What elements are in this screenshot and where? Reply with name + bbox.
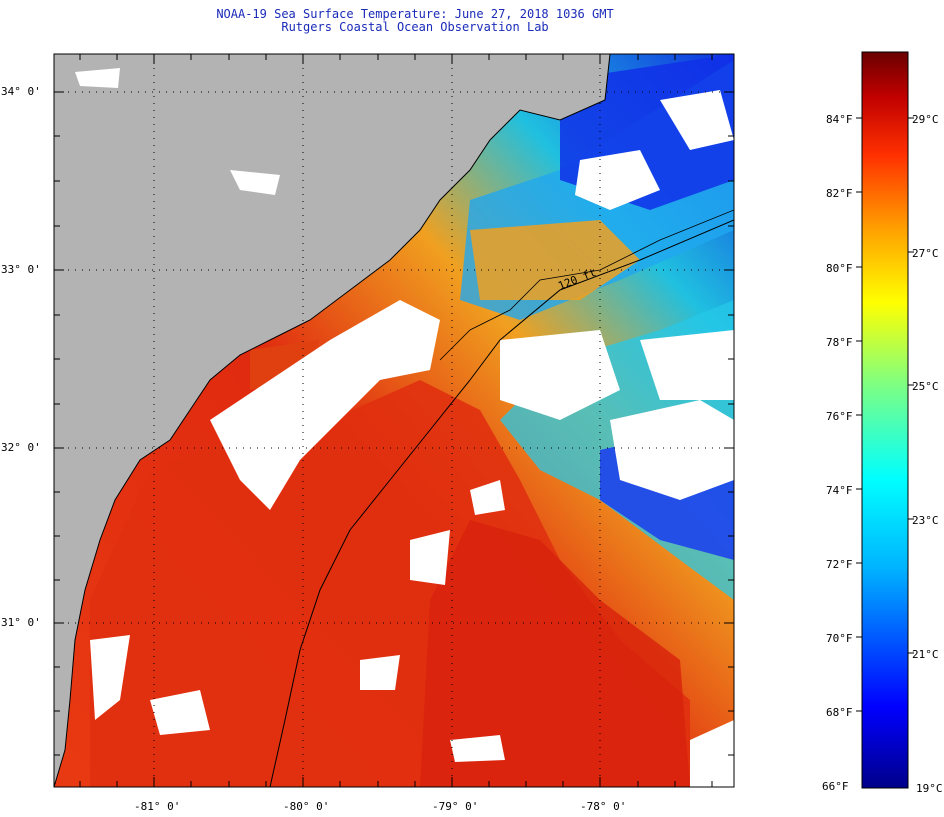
f-label-84: 84°F (826, 113, 853, 126)
f-label-78: 78°F (826, 336, 853, 349)
map-frame (53, 53, 735, 788)
c-label-19: 19°C (916, 782, 943, 795)
warm-core (420, 520, 690, 787)
f-label-70: 70°F (826, 632, 853, 645)
lon-label-79: -79° 0' (432, 800, 479, 813)
f-label-76: 76°F (826, 410, 853, 423)
lon-label-78: -78° 0' (580, 800, 627, 813)
colorbar-ticks (856, 117, 914, 712)
lon-label-80: -80° 0' (283, 800, 330, 813)
c-label-27: 27°C (912, 247, 939, 260)
cloud-mask (75, 68, 734, 787)
f-label-68: 68°F (826, 706, 853, 719)
lat-label-32: 32° 0' (1, 441, 41, 454)
c-label-23: 23°C (912, 514, 939, 527)
lat-label-34: 34° 0' (1, 85, 41, 98)
axis-ticks (54, 54, 734, 787)
f-label-82: 82°F (826, 187, 853, 200)
map-imagery (54, 54, 734, 787)
warm-nearshore-patch (250, 340, 320, 390)
lon-label-81: -81° 0' (134, 800, 181, 813)
f-label-66: 66°F (822, 780, 849, 793)
warm-patch-shelf (470, 220, 640, 300)
coastline (54, 54, 611, 787)
isobath-contour-inner (439, 209, 734, 361)
lat-label-33: 33° 0' (1, 263, 41, 276)
colorbar (861, 51, 909, 789)
f-label-80: 80°F (826, 262, 853, 275)
c-label-21: 21°C (912, 648, 939, 661)
map-title: NOAA-19 Sea Surface Temperature: June 27… (216, 7, 614, 21)
f-label-74: 74°F (826, 484, 853, 497)
isobath-contour-outer (269, 219, 734, 787)
f-label-72: 72°F (826, 558, 853, 571)
land-mass (54, 54, 610, 787)
c-label-29: 29°C (912, 113, 939, 126)
c-label-25: 25°C (912, 380, 939, 393)
map-subtitle: Rutgers Coastal Ocean Observation Lab (281, 20, 549, 34)
lat-label-31: 31° 0' (1, 616, 41, 629)
